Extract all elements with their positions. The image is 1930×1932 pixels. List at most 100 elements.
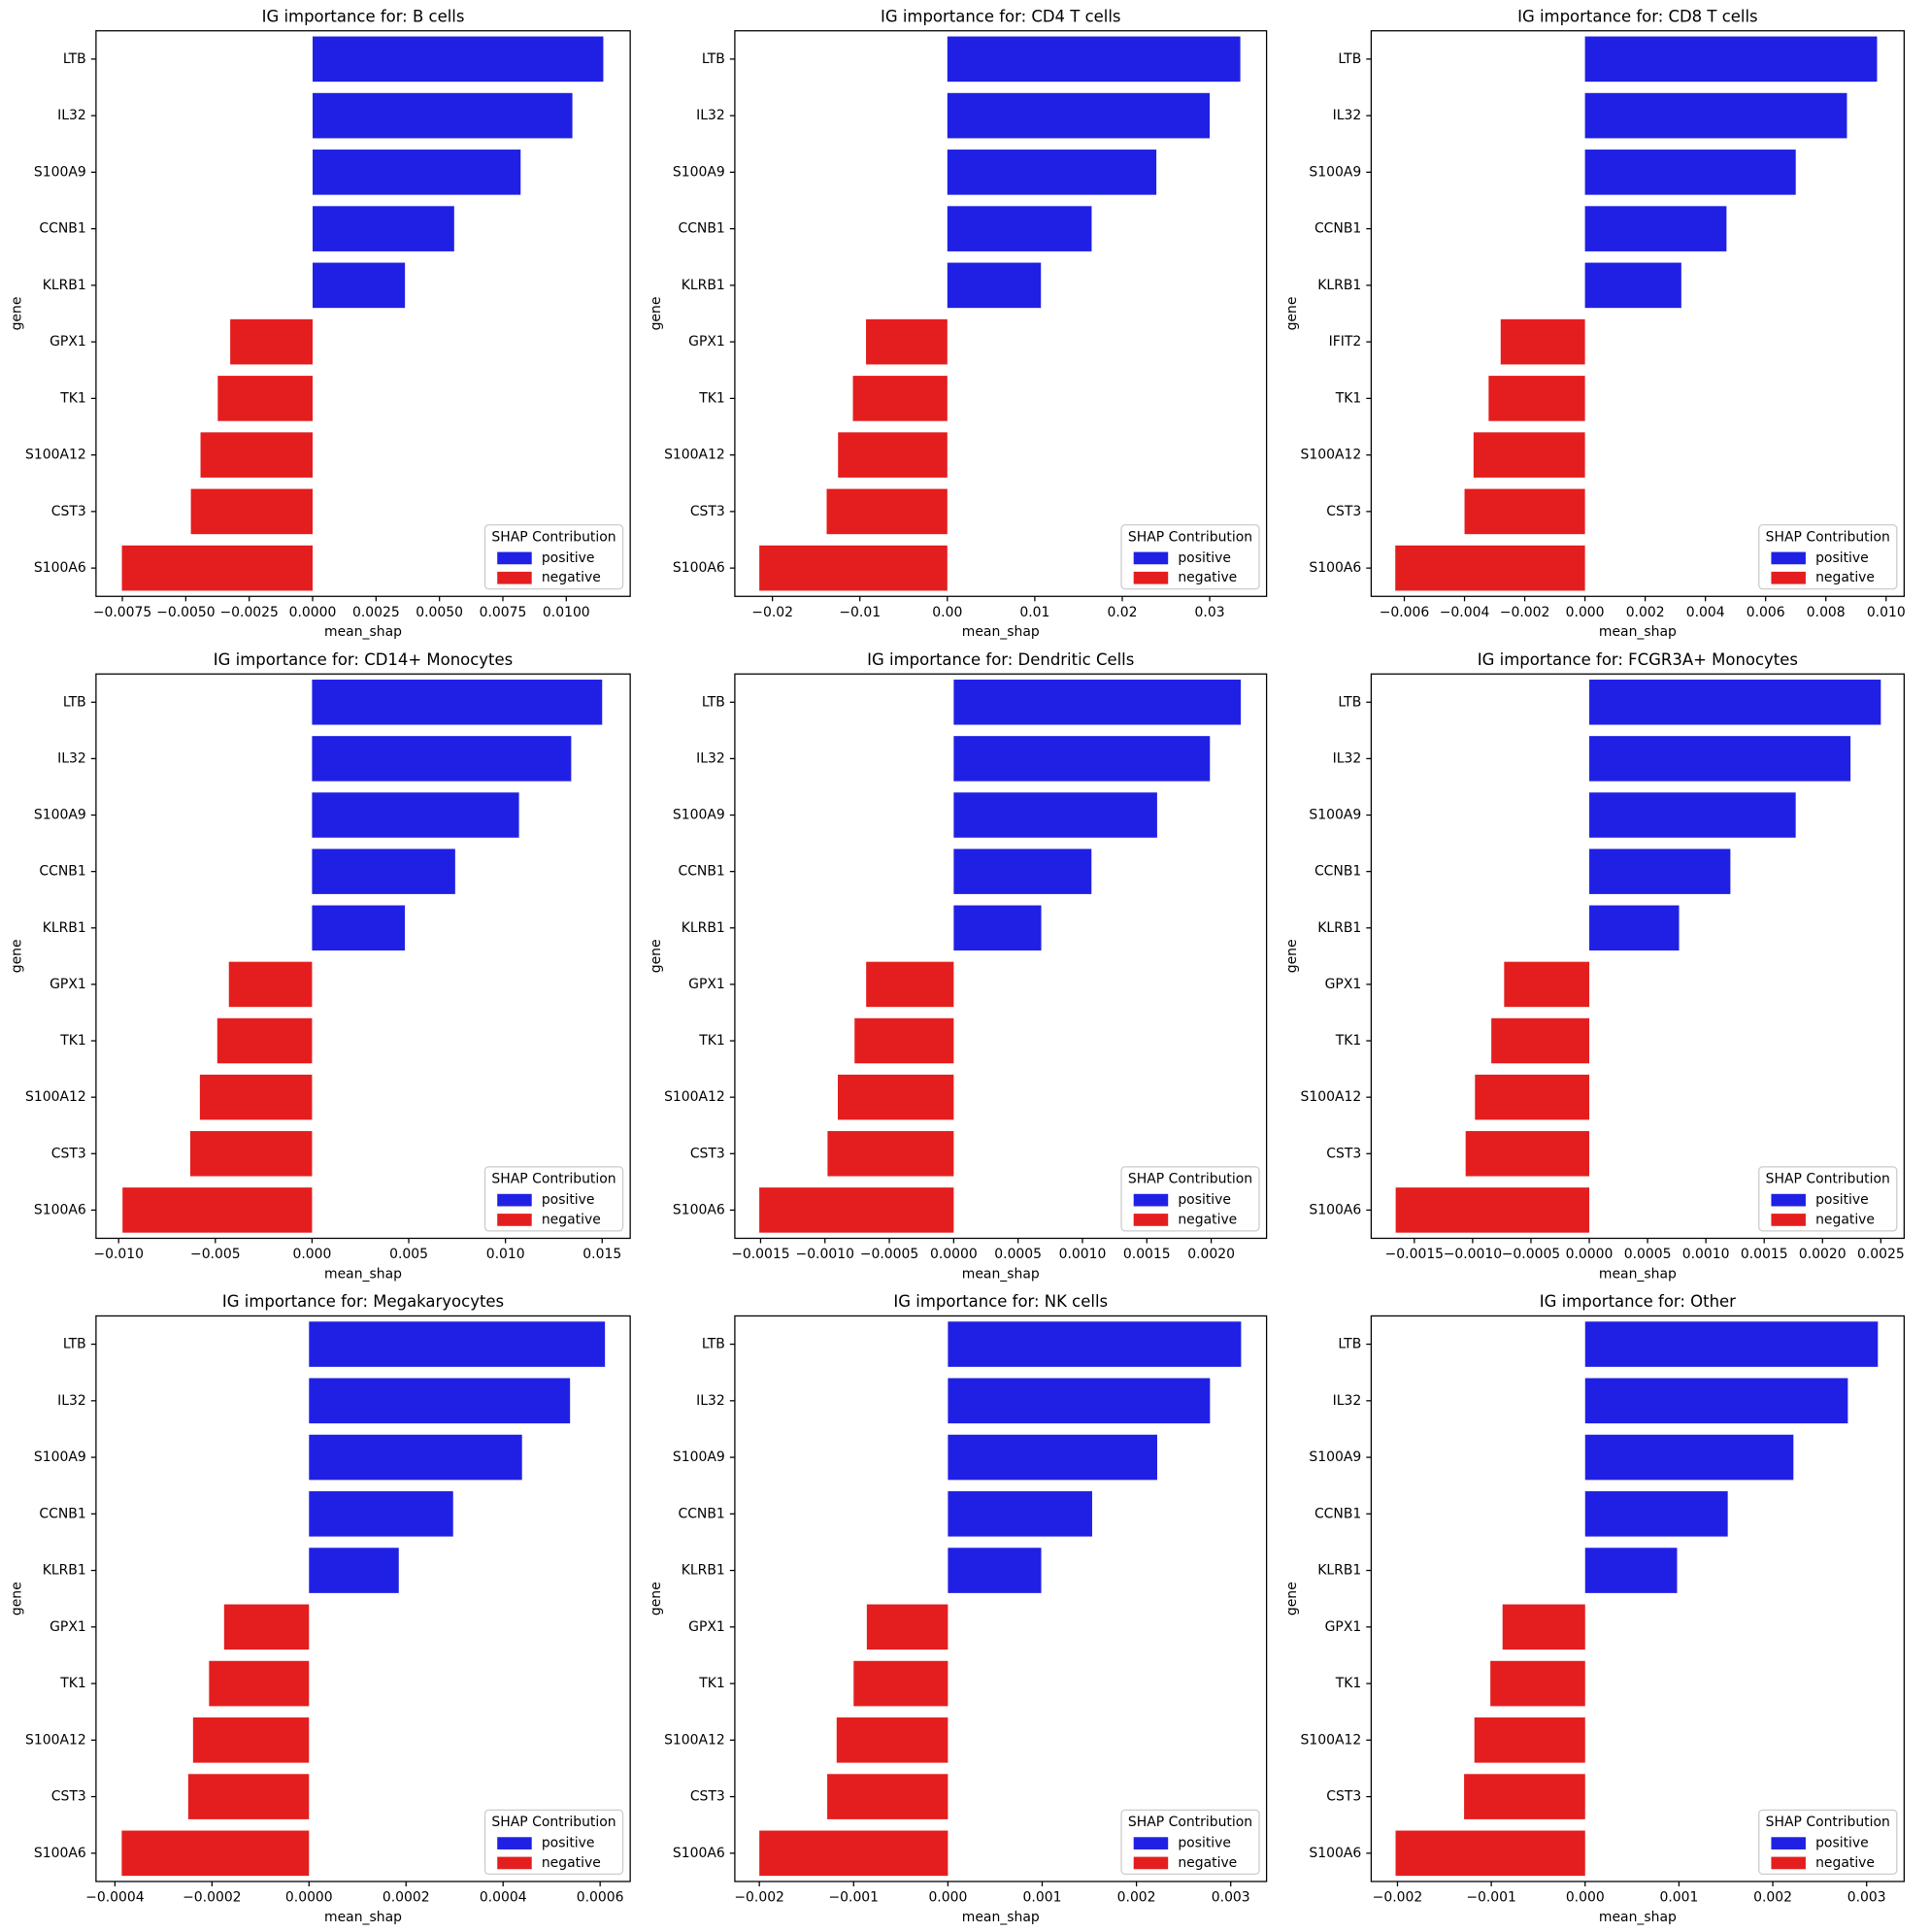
legend-label: negative xyxy=(1178,570,1237,585)
y-tick-label: GPX1 xyxy=(688,977,725,992)
y-tick-label: GPX1 xyxy=(688,1619,725,1635)
y-tick-label: GPX1 xyxy=(1325,1619,1362,1635)
chart-title: IG importance for: Dendritic Cells xyxy=(867,650,1134,669)
y-axis-label: gene xyxy=(649,297,664,331)
legend-swatch xyxy=(1771,1193,1806,1207)
y-tick-label: TK1 xyxy=(698,390,725,406)
y-tick-label: S100A9 xyxy=(34,164,86,180)
y-axis-label: gene xyxy=(10,939,25,973)
bar xyxy=(866,318,948,365)
y-tick-label: S100A6 xyxy=(1309,1202,1361,1217)
x-axis-label: mean_shap xyxy=(962,1910,1040,1925)
y-tick-label: S100A9 xyxy=(673,164,725,180)
axes-frame xyxy=(95,30,631,597)
bar xyxy=(852,376,948,421)
chart-title: IG importance for: FCGR3A+ Monocytes xyxy=(1478,650,1798,669)
chart-title: IG importance for: B cells xyxy=(262,7,465,25)
y-tick-label: GPX1 xyxy=(50,977,86,992)
x-tick-label: −0.005 xyxy=(190,1247,241,1262)
bar xyxy=(948,1378,1211,1424)
bar xyxy=(312,905,406,951)
x-axis-label: mean_shap xyxy=(1599,1910,1677,1925)
y-tick-label: IL32 xyxy=(57,1393,86,1409)
legend-title: SHAP Contribution xyxy=(491,529,616,545)
legend-swatch xyxy=(1133,1837,1169,1849)
y-tick-label: TK1 xyxy=(1335,390,1362,406)
bar xyxy=(836,1717,948,1763)
bar xyxy=(1475,1074,1590,1120)
bar xyxy=(223,1604,310,1650)
x-tick-label: 0.0025 xyxy=(352,605,400,620)
legend-title: SHAP Contribution xyxy=(1128,1815,1252,1830)
legend-label: positive xyxy=(542,1836,595,1851)
y-tick-label: S100A12 xyxy=(1301,1089,1362,1105)
legend-label: negative xyxy=(542,570,601,585)
bar xyxy=(1395,1187,1590,1233)
legend-label: negative xyxy=(1815,1212,1875,1227)
y-tick-label: TK1 xyxy=(1335,1033,1362,1049)
legend-swatch xyxy=(1771,571,1806,584)
bar xyxy=(228,961,313,1008)
x-tick-label: −0.001 xyxy=(828,1889,879,1905)
x-tick-label: 0.008 xyxy=(1807,605,1846,620)
legend-label: positive xyxy=(542,1192,595,1208)
y-tick-label: GPX1 xyxy=(688,334,725,350)
x-tick-label: 0.015 xyxy=(582,1247,621,1262)
y-tick-label: CST3 xyxy=(690,504,725,519)
bar xyxy=(759,545,948,591)
y-tick-label: IL32 xyxy=(1333,1393,1362,1409)
bar xyxy=(1502,1604,1585,1650)
x-tick-label: 0.001 xyxy=(1659,1889,1698,1905)
bar xyxy=(209,1660,310,1707)
bar xyxy=(313,262,406,309)
y-tick-label: KLRB1 xyxy=(43,1563,86,1579)
bar xyxy=(313,206,454,251)
legend-swatch xyxy=(1133,551,1169,565)
legend-label: positive xyxy=(1178,1836,1231,1851)
legend-swatch xyxy=(497,1837,532,1849)
chart-title: IG importance for: CD8 T cells xyxy=(1517,7,1758,25)
y-tick-label: IL32 xyxy=(57,108,86,123)
axes-frame xyxy=(734,1315,1268,1882)
legend-swatch xyxy=(497,1193,532,1207)
y-tick-label: S100A12 xyxy=(25,1732,86,1748)
y-tick-label: TK1 xyxy=(698,1676,725,1691)
x-tick-label: 0.0000 xyxy=(289,605,337,620)
legend-title: SHAP Contribution xyxy=(1766,1815,1890,1830)
bar xyxy=(309,1378,571,1424)
y-tick-label: S100A12 xyxy=(664,448,725,463)
x-tick-label: −0.010 xyxy=(93,1247,144,1262)
bar xyxy=(1488,376,1585,421)
bar xyxy=(1584,262,1681,309)
bar xyxy=(217,376,314,421)
y-tick-label: IL32 xyxy=(57,750,86,766)
x-tick-label: 0.0020 xyxy=(1799,1247,1847,1262)
y-tick-label: S100A6 xyxy=(1309,560,1361,576)
y-axis-label: gene xyxy=(10,297,25,331)
bar xyxy=(947,92,1211,139)
x-tick-label: 0.0002 xyxy=(383,1889,430,1905)
y-tick-label: S100A6 xyxy=(34,1202,86,1217)
legend-label: negative xyxy=(1178,1212,1237,1227)
x-tick-label: −0.02 xyxy=(751,605,793,620)
y-tick-label: CST3 xyxy=(1326,504,1361,519)
legend-swatch xyxy=(1771,1837,1806,1849)
bar xyxy=(1584,1491,1728,1537)
y-tick-label: KLRB1 xyxy=(1317,920,1361,936)
bar xyxy=(309,1321,606,1367)
x-tick-label: 0.000 xyxy=(1566,1889,1605,1905)
bar xyxy=(1395,545,1585,591)
axes-frame xyxy=(734,30,1268,597)
legend-title: SHAP Contribution xyxy=(1766,529,1890,545)
x-tick-label: −0.0015 xyxy=(1385,1247,1444,1262)
x-axis-label: mean_shap xyxy=(1599,624,1677,640)
y-tick-label: LTB xyxy=(63,51,86,67)
y-tick-label: S100A6 xyxy=(673,1846,725,1861)
y-tick-label: IL32 xyxy=(1333,108,1362,123)
bar xyxy=(1464,1774,1585,1819)
y-tick-label: KLRB1 xyxy=(1317,278,1361,293)
axes-frame xyxy=(1370,673,1906,1240)
x-tick-label: 0.001 xyxy=(1023,1889,1062,1905)
